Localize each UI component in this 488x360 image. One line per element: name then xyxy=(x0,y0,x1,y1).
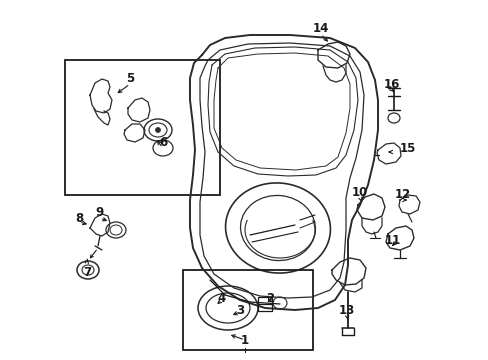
Text: 12: 12 xyxy=(394,188,410,201)
Text: 14: 14 xyxy=(312,22,328,35)
Text: 6: 6 xyxy=(159,135,167,148)
Text: 7: 7 xyxy=(83,266,91,279)
Text: 1: 1 xyxy=(241,333,248,346)
Text: 11: 11 xyxy=(384,234,400,247)
Text: 9: 9 xyxy=(96,207,104,220)
Text: 15: 15 xyxy=(399,141,415,154)
Bar xyxy=(65,60,220,195)
Text: 16: 16 xyxy=(383,78,399,91)
Text: 5: 5 xyxy=(125,72,134,85)
Ellipse shape xyxy=(155,127,160,132)
Text: 4: 4 xyxy=(218,292,225,305)
Text: 2: 2 xyxy=(265,292,273,305)
Text: 13: 13 xyxy=(338,303,354,316)
Text: 8: 8 xyxy=(75,211,83,225)
Bar xyxy=(183,270,312,350)
Text: 3: 3 xyxy=(235,303,244,316)
Text: 10: 10 xyxy=(351,185,367,198)
